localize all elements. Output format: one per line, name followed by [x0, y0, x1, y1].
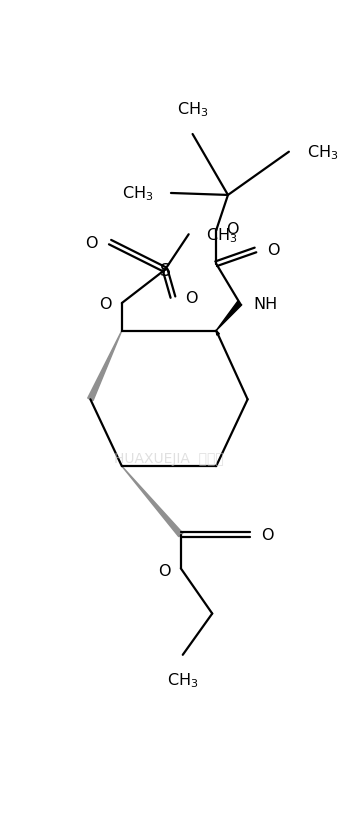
Text: CH$_3$: CH$_3$ [167, 670, 198, 690]
Text: CH$_3$: CH$_3$ [177, 100, 208, 120]
Text: O: O [226, 222, 238, 237]
Text: O: O [267, 243, 280, 258]
Text: O: O [159, 563, 171, 579]
Polygon shape [122, 466, 183, 537]
Text: NH: NH [254, 296, 278, 311]
Polygon shape [216, 331, 219, 336]
Polygon shape [88, 331, 122, 401]
Text: S: S [160, 262, 171, 279]
Text: CH$_3$: CH$_3$ [307, 143, 338, 162]
Text: O: O [261, 528, 274, 543]
Text: O: O [85, 235, 97, 250]
Text: CH$_3$: CH$_3$ [122, 185, 153, 203]
Polygon shape [216, 302, 242, 331]
Text: CH$_3$: CH$_3$ [206, 226, 238, 244]
Text: HUAXUEJIA  化学加: HUAXUEJIA 化学加 [114, 451, 224, 466]
Text: O: O [185, 290, 197, 305]
Text: O: O [99, 296, 112, 311]
